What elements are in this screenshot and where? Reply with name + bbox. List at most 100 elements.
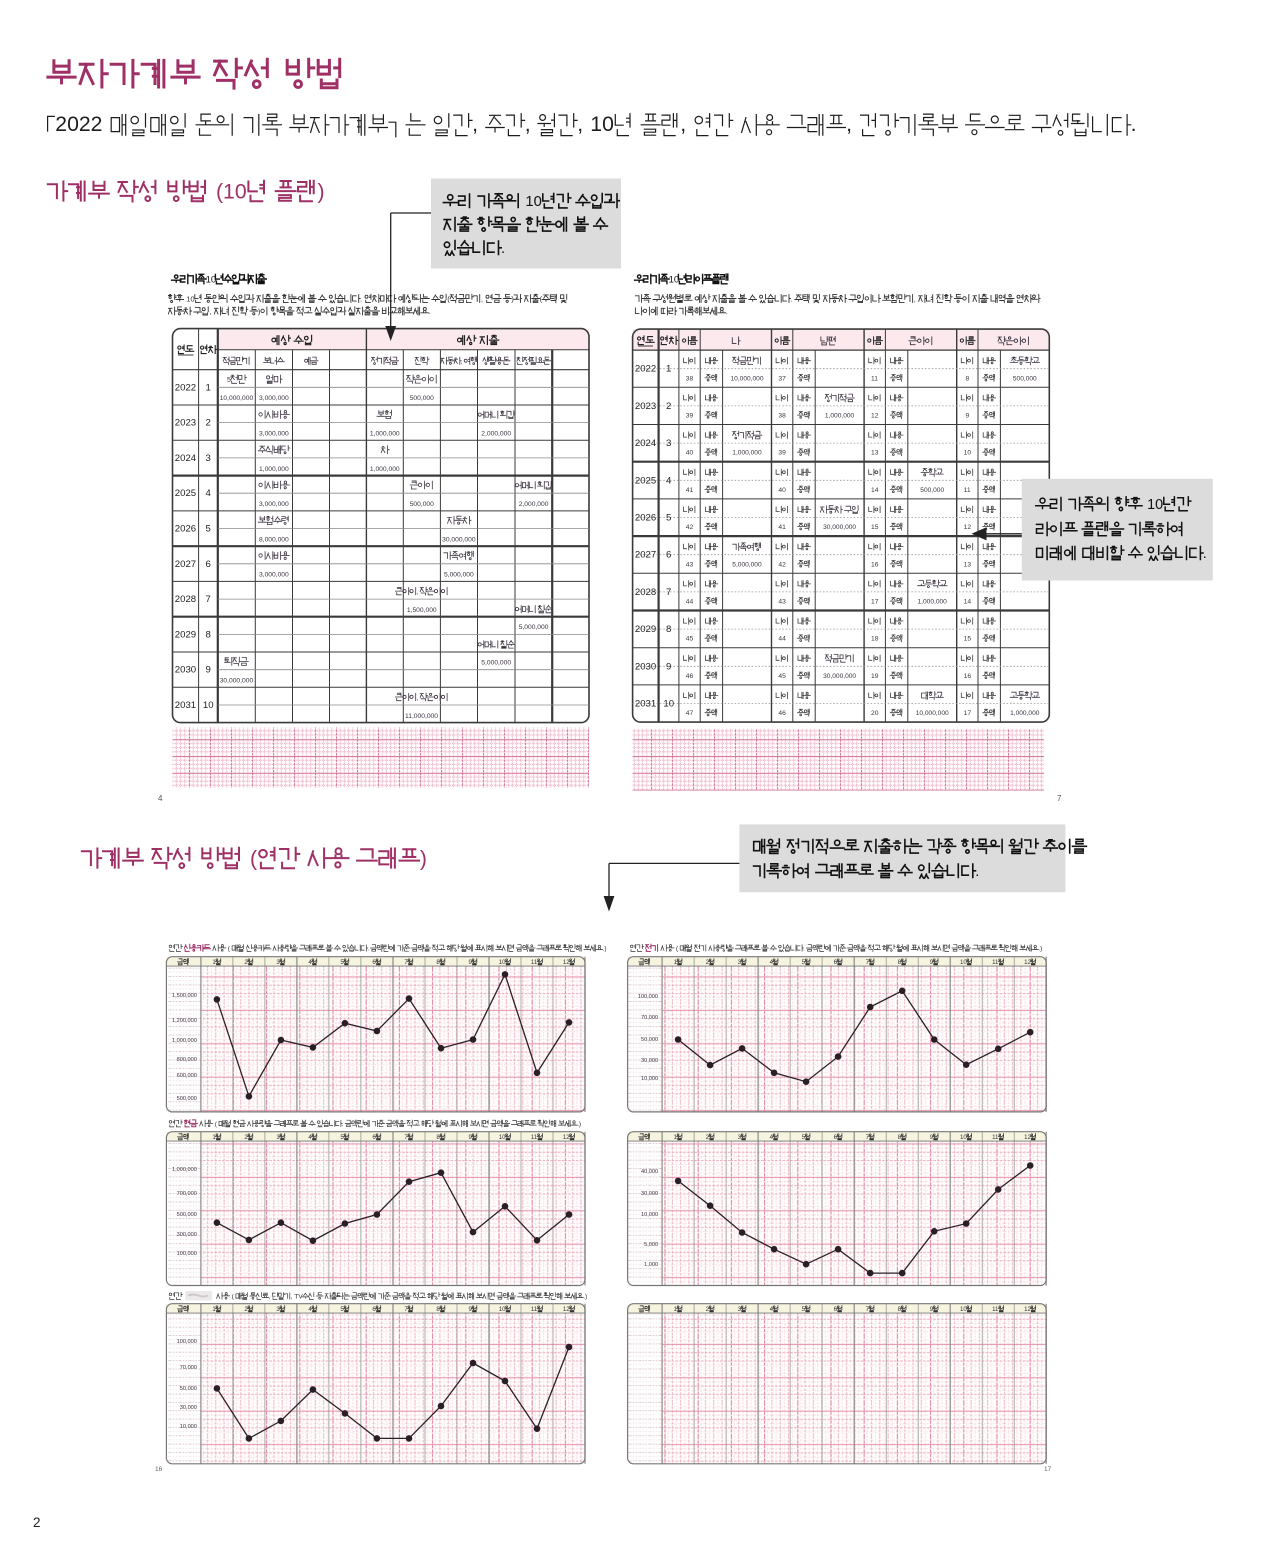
svg-text:.): .) <box>603 946 607 953</box>
svg-text:10: 10 <box>960 1306 967 1313</box>
svg-text:12: 12 <box>871 413 879 420</box>
svg-text:9: 9 <box>930 1134 934 1141</box>
svg-text:7: 7 <box>866 1306 870 1313</box>
svg-text:45: 45 <box>686 636 694 643</box>
svg-text:9: 9 <box>930 1306 934 1313</box>
svg-text:6: 6 <box>372 959 376 966</box>
svg-text:10: 10 <box>960 959 967 966</box>
svg-text:2026: 2026 <box>175 524 196 535</box>
svg-text:8: 8 <box>898 1306 902 1313</box>
svg-text:30,000,000: 30,000,000 <box>442 536 476 543</box>
svg-text:1,000,000: 1,000,000 <box>918 599 948 606</box>
svg-text:(: ( <box>540 295 543 304</box>
svg-text:3,000,000: 3,000,000 <box>259 572 289 579</box>
svg-text:10,000: 10,000 <box>641 1076 658 1082</box>
svg-text:10: 10 <box>960 1134 967 1141</box>
svg-text:.: . <box>360 295 364 304</box>
svg-text:2,000,000: 2,000,000 <box>481 431 511 438</box>
svg-text:300,000: 300,000 <box>177 1232 197 1238</box>
svg-text:1,000,000: 1,000,000 <box>172 1038 197 1044</box>
svg-text:1,000,000: 1,000,000 <box>370 466 400 473</box>
svg-text:2030: 2030 <box>175 665 196 676</box>
svg-text:2022: 2022 <box>55 113 108 136</box>
svg-text:12: 12 <box>563 959 570 966</box>
svg-text:.: . <box>342 1121 346 1128</box>
svg-text:4: 4 <box>206 488 212 499</box>
svg-text:5: 5 <box>340 959 344 966</box>
svg-text:11,000,000: 11,000,000 <box>405 713 438 720</box>
svg-text:): ) <box>258 307 261 316</box>
svg-text:6: 6 <box>834 1134 838 1141</box>
svg-text:1: 1 <box>212 1134 216 1141</box>
svg-text:,: , <box>461 359 464 366</box>
svg-text:5: 5 <box>666 513 671 524</box>
svg-text:2024: 2024 <box>635 438 657 449</box>
svg-text:700,000: 700,000 <box>177 1191 197 1197</box>
svg-text:1: 1 <box>674 1134 678 1141</box>
svg-text:.): .) <box>577 1121 581 1128</box>
svg-text:100,000: 100,000 <box>177 1339 197 1345</box>
svg-text:43: 43 <box>686 561 694 568</box>
svg-text:3: 3 <box>738 1134 742 1141</box>
svg-text:70,000: 70,000 <box>180 1365 197 1371</box>
svg-text:13: 13 <box>871 450 879 457</box>
svg-text:3: 3 <box>206 453 211 464</box>
svg-text:2,000,000: 2,000,000 <box>519 501 549 508</box>
svg-text:2027: 2027 <box>635 550 656 561</box>
svg-text:4: 4 <box>770 959 774 966</box>
svg-text:2031: 2031 <box>175 700 196 711</box>
svg-text:2023: 2023 <box>635 401 656 412</box>
svg-text:2: 2 <box>206 418 211 429</box>
svg-text:.: . <box>726 307 728 316</box>
svg-text:600,000: 600,000 <box>177 1073 197 1079</box>
svg-text:12: 12 <box>964 524 972 531</box>
svg-text:1: 1 <box>212 1306 216 1313</box>
svg-text:9: 9 <box>469 959 473 966</box>
svg-text:10: 10 <box>669 275 680 286</box>
svg-text:,: , <box>291 1294 295 1301</box>
svg-text:3: 3 <box>276 1306 280 1313</box>
svg-text:2024: 2024 <box>175 453 197 464</box>
svg-text:500,000: 500,000 <box>1013 375 1037 382</box>
svg-text:.): .) <box>583 1294 587 1301</box>
svg-text:2022: 2022 <box>635 364 656 375</box>
svg-text:2031: 2031 <box>635 699 656 710</box>
svg-text:41: 41 <box>778 524 786 531</box>
svg-text:2: 2 <box>244 1306 248 1313</box>
svg-text:7: 7 <box>1057 794 1062 803</box>
svg-text:.: . <box>975 864 979 880</box>
svg-text:.): .) <box>1038 946 1042 953</box>
svg-text:2: 2 <box>706 1134 710 1141</box>
svg-text:7: 7 <box>866 959 870 966</box>
svg-text:500,000: 500,000 <box>920 487 944 494</box>
svg-text:7: 7 <box>404 1134 408 1141</box>
svg-text:1: 1 <box>206 382 211 393</box>
svg-text:,: , <box>472 113 484 136</box>
svg-text:3: 3 <box>738 959 742 966</box>
svg-text:17: 17 <box>871 599 879 606</box>
svg-text:13: 13 <box>964 561 972 568</box>
svg-text:44: 44 <box>778 636 786 643</box>
svg-text:5,000,000: 5,000,000 <box>481 660 511 667</box>
svg-text:): ) <box>420 848 427 871</box>
svg-text:1,200,000: 1,200,000 <box>172 1018 197 1024</box>
svg-text:4: 4 <box>158 794 163 803</box>
svg-text:11: 11 <box>871 375 878 382</box>
svg-text:47: 47 <box>686 710 694 717</box>
svg-text:42: 42 <box>686 524 694 531</box>
svg-text:,: , <box>914 295 918 304</box>
svg-text:17: 17 <box>1044 1466 1052 1473</box>
svg-text:1: 1 <box>666 364 671 375</box>
svg-text:37: 37 <box>778 375 786 382</box>
svg-text:11: 11 <box>992 1306 999 1313</box>
svg-text:11: 11 <box>531 1134 538 1141</box>
svg-text:18: 18 <box>871 636 879 643</box>
svg-text:2028: 2028 <box>175 594 196 605</box>
svg-text:2026: 2026 <box>635 513 656 524</box>
svg-text:2025: 2025 <box>635 475 656 486</box>
svg-text:,: , <box>481 295 485 304</box>
svg-text:4: 4 <box>308 1306 312 1313</box>
svg-text:(: ( <box>447 295 450 304</box>
svg-text:12: 12 <box>563 1134 570 1141</box>
svg-text:6: 6 <box>206 559 211 570</box>
